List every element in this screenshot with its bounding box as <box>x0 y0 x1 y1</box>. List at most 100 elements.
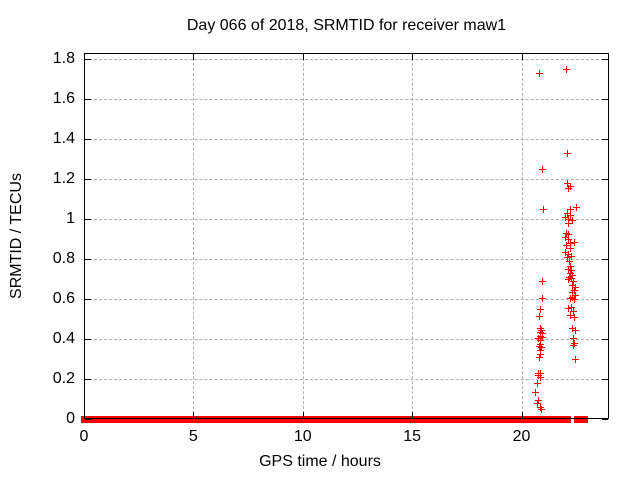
x-tick-label: 0 <box>79 428 89 445</box>
data-point-marker <box>569 293 577 301</box>
data-point-marker <box>538 329 546 337</box>
data-point-marker <box>538 406 546 414</box>
y-tick <box>602 139 608 140</box>
x-tick <box>302 54 304 60</box>
x-tick <box>412 412 414 418</box>
y-tick <box>85 339 91 340</box>
x-tick <box>193 412 195 418</box>
data-point-marker <box>536 373 544 381</box>
data-point-marker <box>568 275 576 283</box>
data-point-marker <box>537 369 545 377</box>
data-point-marker <box>567 206 575 214</box>
data-point-marker <box>571 355 579 363</box>
y-tick <box>85 59 91 60</box>
baseline-marker-band <box>573 415 589 423</box>
data-point-marker <box>566 182 574 190</box>
data-point-marker <box>569 341 577 349</box>
data-point-marker <box>569 307 577 315</box>
x-tick <box>302 412 304 418</box>
chart-title: Day 066 of 2018, SRMTID for receiver maw… <box>186 17 507 34</box>
x-tick <box>521 412 523 418</box>
data-point-marker <box>532 388 540 396</box>
y-gridline <box>84 59 609 60</box>
data-point-marker <box>568 288 576 296</box>
plot-border <box>84 53 609 419</box>
data-point-marker <box>567 211 575 219</box>
x-tick-label: 15 <box>403 428 422 445</box>
x-tick <box>84 412 85 418</box>
y-tick-label: 1 <box>66 210 75 227</box>
y-tick <box>602 59 608 60</box>
data-point-marker <box>571 283 579 291</box>
y-tick-label: 0.4 <box>52 330 75 347</box>
data-point-marker <box>536 346 544 354</box>
data-point-marker <box>571 238 579 246</box>
y-tick <box>602 179 608 180</box>
data-point-marker <box>539 205 547 213</box>
data-point-marker <box>566 273 574 281</box>
data-point-marker <box>565 230 573 238</box>
plot-area <box>80 53 609 423</box>
data-point-marker <box>563 149 571 157</box>
x-tick <box>84 54 85 60</box>
data-point-marker <box>538 333 546 341</box>
data-point-marker <box>563 241 571 249</box>
data-point-marker <box>535 353 543 361</box>
data-point-marker <box>565 185 573 193</box>
data-point-marker <box>565 265 573 273</box>
y-gridline <box>84 219 609 220</box>
data-point-marker <box>572 327 580 335</box>
data-point-marker <box>537 326 545 334</box>
data-point-marker <box>569 216 577 224</box>
data-point-marker <box>570 296 578 304</box>
data-point-marker <box>538 165 546 173</box>
y-tick <box>85 419 91 420</box>
data-point-marker <box>566 257 574 265</box>
data-point-marker <box>533 400 541 408</box>
baseline-marker-band <box>539 415 571 423</box>
data-point-marker <box>569 335 577 343</box>
data-point-marker <box>539 277 547 285</box>
y-tick-label: 0.6 <box>52 290 75 307</box>
y-tick <box>602 419 608 420</box>
y-tick-label: 0 <box>66 410 75 427</box>
y-tick <box>85 219 91 220</box>
y-tick <box>85 299 91 300</box>
y-tick <box>602 219 608 220</box>
data-point-marker <box>573 203 581 211</box>
y-gridline <box>84 379 609 380</box>
data-point-marker <box>565 236 573 244</box>
data-point-marker <box>568 266 576 274</box>
data-point-marker <box>535 334 543 342</box>
data-point-marker <box>567 240 575 248</box>
y-tick <box>602 259 608 260</box>
data-point-marker <box>562 248 570 256</box>
x-tick-label: 10 <box>293 428 312 445</box>
y-gridline <box>84 299 609 300</box>
x-tick-label: 5 <box>188 428 198 445</box>
data-point-marker <box>570 286 578 294</box>
data-point-marker <box>564 210 572 218</box>
data-point-marker <box>569 271 577 279</box>
y-tick <box>85 179 91 180</box>
data-point-marker <box>537 351 545 359</box>
y-tick-label: 1.6 <box>52 90 75 107</box>
y-tick <box>85 139 91 140</box>
baseline-marker-band <box>80 415 542 423</box>
y-axis-label-text: SRMTID / TECUs <box>8 173 25 299</box>
x-gridline <box>521 53 523 419</box>
data-point-marker <box>562 214 570 222</box>
data-point-marker <box>536 324 544 332</box>
data-point-marker <box>535 69 543 77</box>
x-gridline <box>412 53 414 419</box>
x-gridline <box>302 53 304 419</box>
data-point-marker <box>536 336 544 344</box>
y-tick <box>85 259 91 260</box>
y-tick <box>602 299 608 300</box>
data-point-marker <box>566 312 574 320</box>
data-point-marker <box>536 340 544 348</box>
data-point-marker <box>570 313 578 321</box>
data-point-marker <box>537 306 545 314</box>
data-point-marker <box>562 233 570 241</box>
